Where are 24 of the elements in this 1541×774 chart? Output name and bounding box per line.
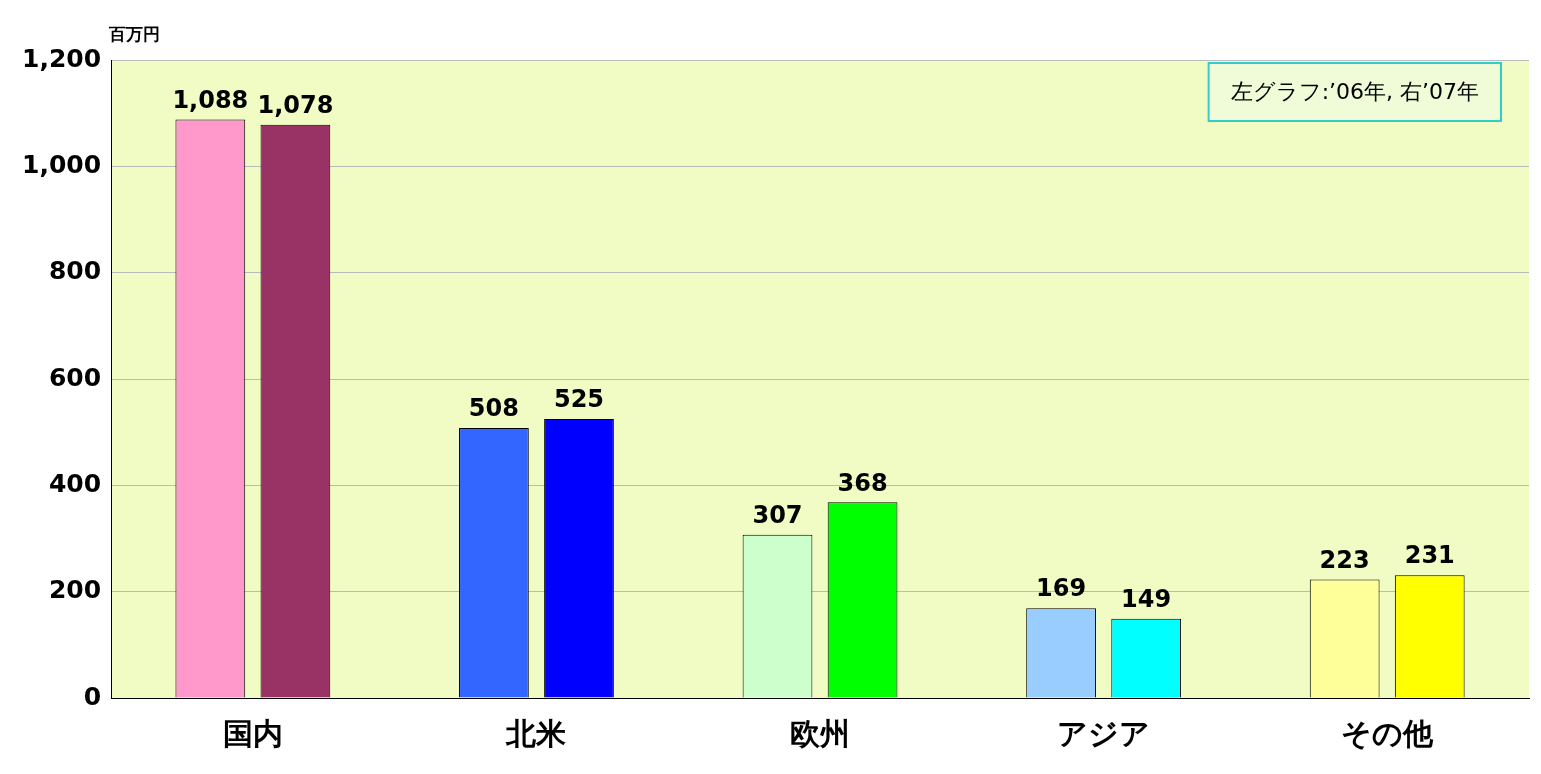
x-tick-label: 国内 [222,715,283,751]
y-tick-label: 800 [48,256,102,286]
data-label: 223 [1319,545,1370,574]
y-tick-label: 400 [48,468,102,498]
y-tick-label: 600 [48,362,102,392]
data-label: 169 [1036,574,1087,603]
y-tick-label: 1,000 [22,149,102,179]
data-label: 307 [752,501,803,530]
x-tick-label: アジア [1057,715,1151,751]
data-label: 508 [468,394,519,423]
x-tick-label: その他 [1341,715,1435,751]
data-label: 231 [1404,541,1455,570]
y-tick-label: 1,200 [22,43,102,73]
data-label: 368 [837,468,888,497]
data-label: 1,078 [257,91,334,120]
data-label: 525 [553,385,605,414]
annotation: 左グラフ:’06年, 右’07年 [1230,78,1479,104]
y-tick-label: 0 [83,681,102,711]
x-tick-label: 北米 [505,715,567,751]
y-tick-label: 200 [48,575,102,605]
x-tick-label: 欧州 [790,715,851,751]
data-label: 1,088 [172,85,249,114]
data-label: 149 [1121,585,1172,614]
y-axis-title: 百万円 [108,23,161,44]
